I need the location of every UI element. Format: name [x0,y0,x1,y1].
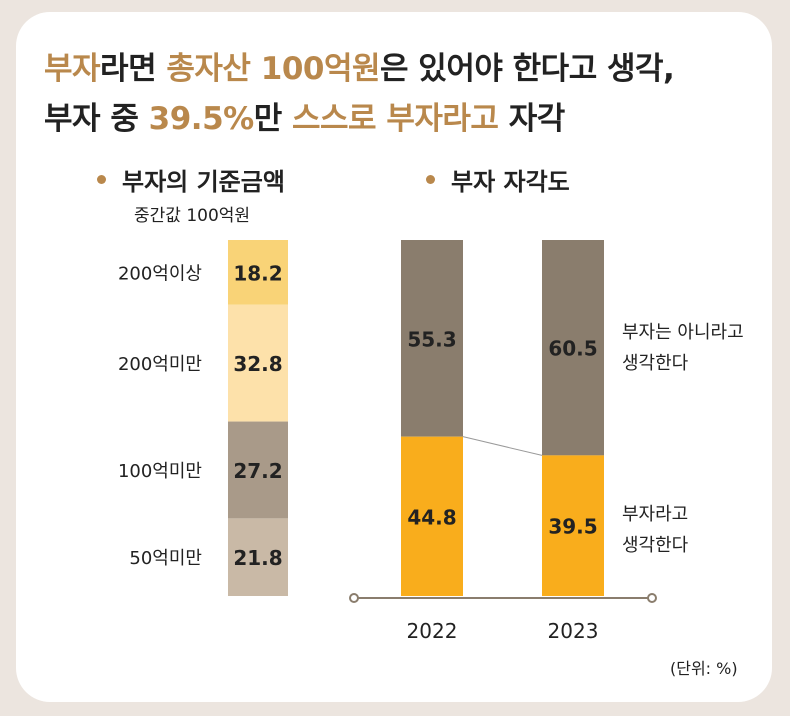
card-background [16,12,772,702]
headline-part: 부자 [44,51,101,87]
bar-segment-2022-s1 [401,240,463,437]
x-tick-label: 2023 [548,619,599,643]
bar-value-label: 55.3 [407,327,456,351]
category-label: 200억이상 [118,263,202,284]
bar-segment-2022-s2 [401,436,463,596]
headline-part: 만 [253,101,293,137]
category-label: 200억미만 [118,354,202,375]
headline-part: 은 있어야 한다고 생각, [380,51,675,87]
series-label: 부자라고 [622,504,688,525]
headline-line-1: 부자라면 총자산 100억원은 있어야 한다고 생각, [44,44,675,94]
bar-segment-4 [228,518,288,596]
bar-segment-3 [228,421,288,519]
bar-value-label: 21.8 [233,546,282,570]
axis-end-circle [349,593,359,603]
series-label: 생각한다 [622,535,689,556]
series-label: 부자는 아니라고 [622,322,744,343]
bar-value-label: 60.5 [548,337,597,361]
left-section-title: 부자의 기준금액 [97,162,285,197]
headline-part: 39.5% [148,101,255,137]
bar-value-label: 32.8 [233,352,282,376]
unit-note: (단위: %) [670,659,738,678]
bullet-dot [426,175,435,184]
bar-segment-2023-s2 [542,455,604,596]
bar-segment-2023-s1 [542,240,604,456]
headline-part: 라면 [100,51,167,87]
right-section-title: 부자 자각도 [426,162,570,197]
bar-segment-2 [228,304,288,422]
bar-value-label: 27.2 [233,459,282,483]
right-section-title-text: 부자 자각도 [451,168,570,196]
bar-value-label: 39.5 [548,515,597,539]
x-tick-label: 2022 [407,619,458,643]
headline: 부자라면 총자산 100억원은 있어야 한다고 생각, 부자 중 39.5%만 … [44,44,675,144]
bullet-dot [97,175,106,184]
bar-value-label: 44.8 [407,505,456,529]
series-label: 생각한다 [622,353,689,374]
connector-line [462,436,543,456]
bar-value-label: 18.2 [233,261,282,285]
axis-end-circle [647,593,657,603]
category-label: 50억미만 [129,548,202,569]
bar-segment-1 [228,240,288,305]
left-section-title-text: 부자의 기준금액 [122,168,285,196]
headline-line-2: 부자 중 39.5%만 스스로 부자라고 자각 [44,94,674,144]
category-label: 100억미만 [118,461,202,482]
headline-part: 부자 중 [44,101,149,137]
headline-part: 스스로 부자라고 [292,101,499,137]
headline-part: 총자산 100억원 [166,51,380,87]
median-note: 중간값 100억원 [134,206,251,226]
headline-part: 자각 [498,101,566,137]
